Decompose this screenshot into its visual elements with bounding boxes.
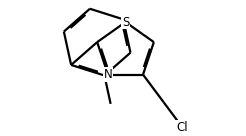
Text: Cl: Cl [176, 120, 188, 134]
Text: N: N [104, 68, 112, 81]
Text: S: S [122, 16, 129, 29]
